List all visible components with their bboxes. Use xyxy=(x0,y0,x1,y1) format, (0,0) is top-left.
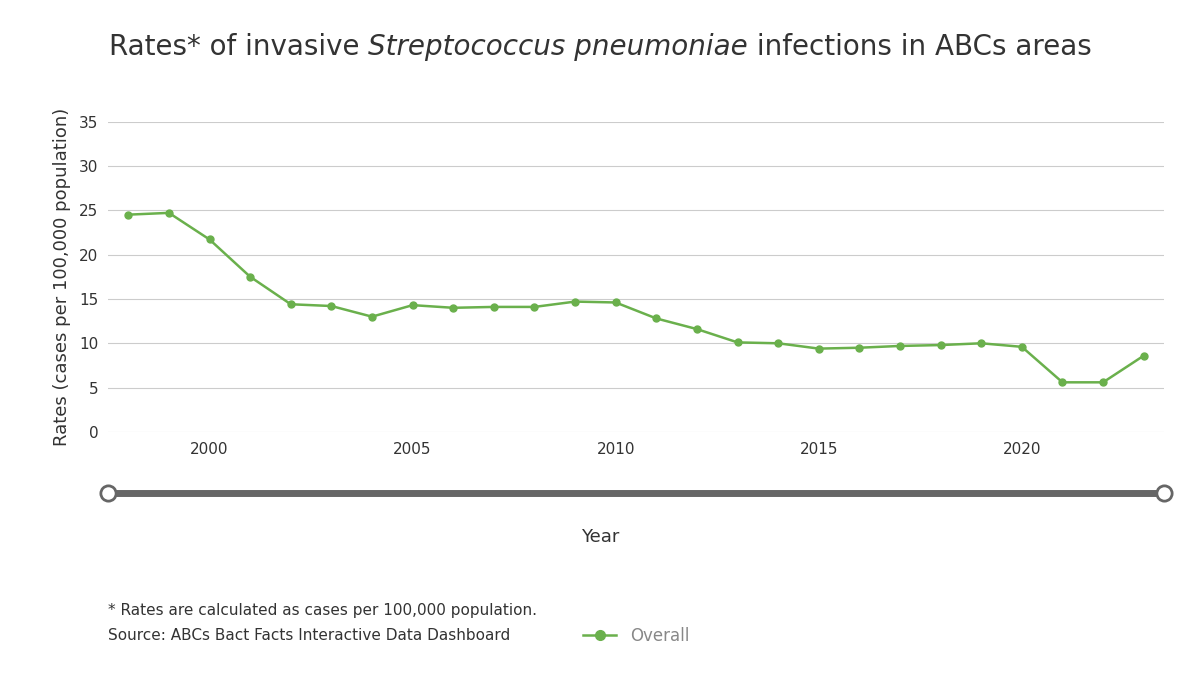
Legend: Overall: Overall xyxy=(576,620,696,652)
Text: Rates* of invasive: Rates* of invasive xyxy=(108,33,368,61)
Text: * Rates are calculated as cases per 100,000 population.: * Rates are calculated as cases per 100,… xyxy=(108,603,538,618)
Text: infections in ABCs areas: infections in ABCs areas xyxy=(748,33,1092,61)
Text: Year: Year xyxy=(581,528,619,545)
Y-axis label: Rates (cases per 100,000 population): Rates (cases per 100,000 population) xyxy=(53,107,71,446)
Text: Streptococcus pneumoniae: Streptococcus pneumoniae xyxy=(368,33,748,61)
Text: Source: ABCs Bact Facts Interactive Data Dashboard: Source: ABCs Bact Facts Interactive Data… xyxy=(108,628,510,643)
